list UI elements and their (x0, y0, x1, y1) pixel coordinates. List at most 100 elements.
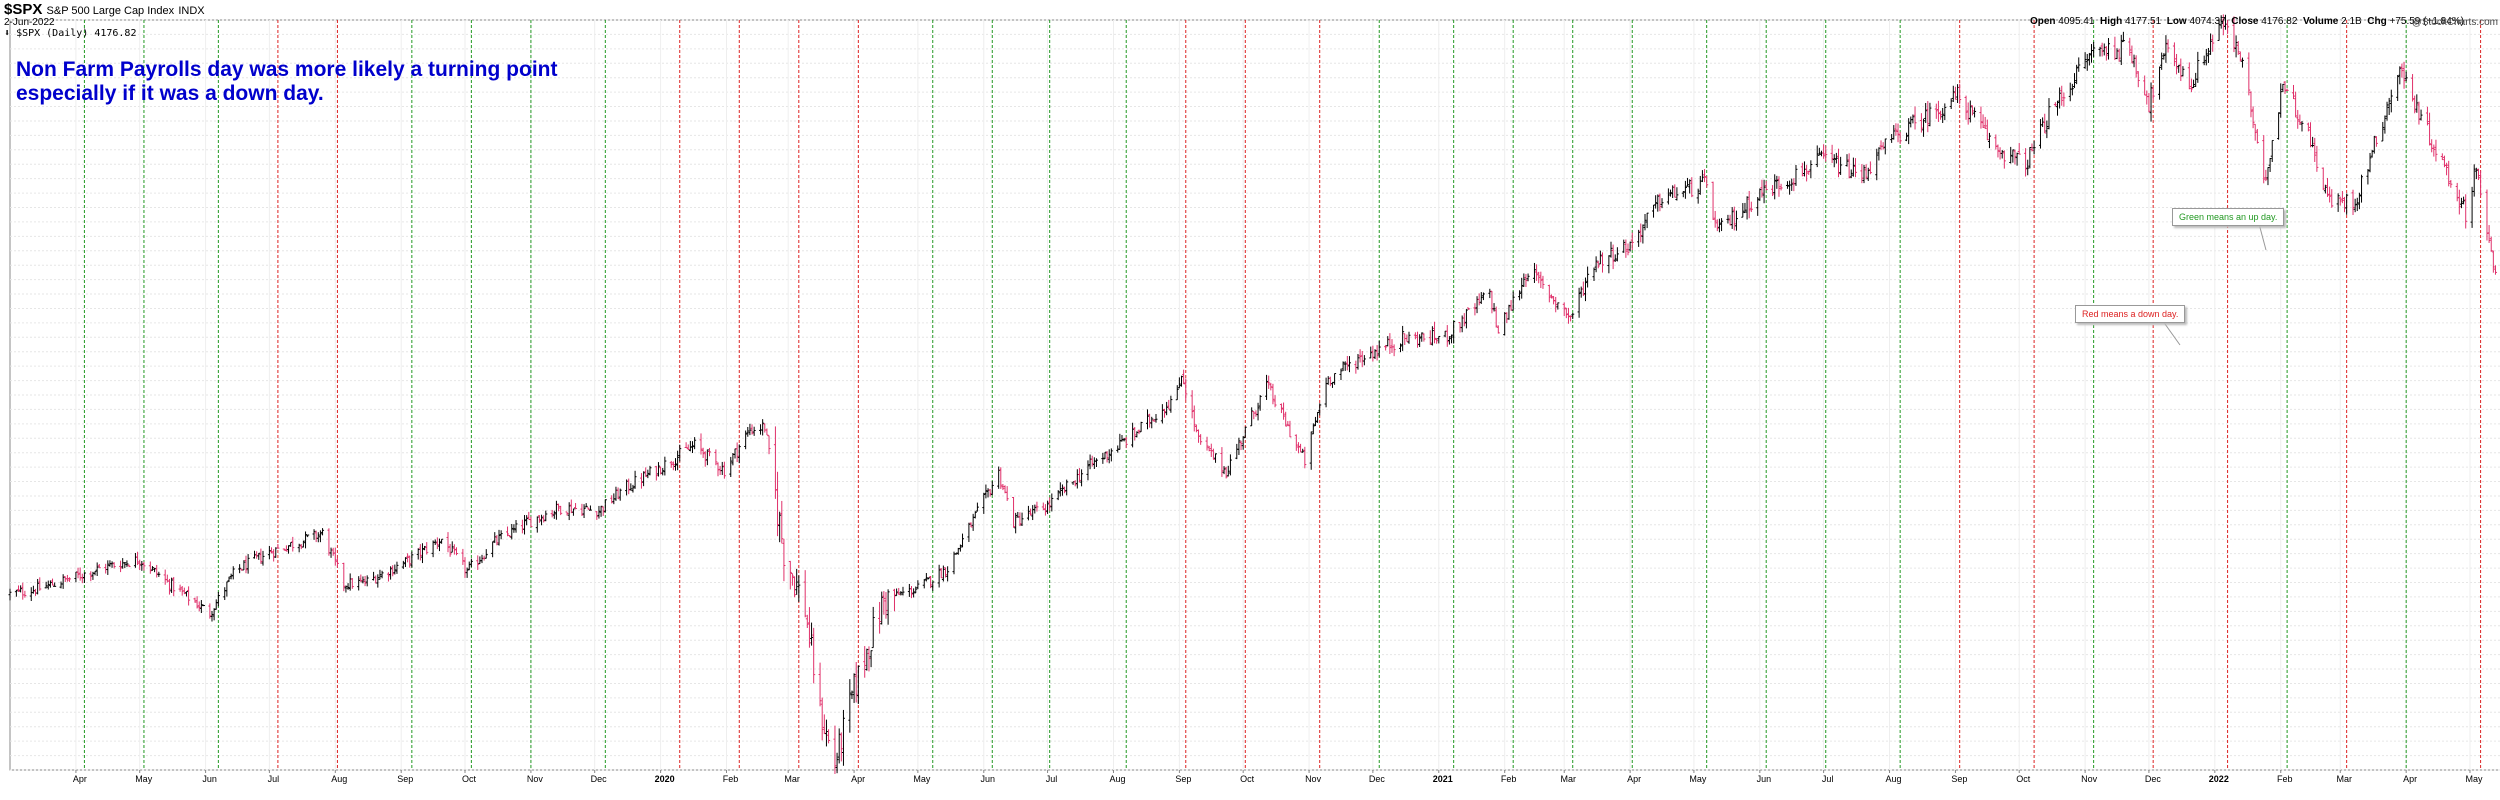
ohlc-bar (2102, 43, 2106, 56)
ohlc-bar (287, 545, 291, 554)
ohlc-bar (1524, 273, 1528, 287)
ohlc-bar (244, 555, 248, 574)
ohlc-bar (327, 528, 331, 556)
ohlc-bar (74, 571, 78, 583)
ohlc-bar (2043, 113, 2047, 134)
ohlc-bar (97, 564, 101, 569)
ohlc-bar (916, 580, 920, 590)
annotation-arrows (2150, 219, 2267, 346)
ohlc-bar (2396, 75, 2400, 102)
ohlc-bar (2030, 143, 2034, 152)
ohlc-bar (491, 541, 495, 558)
ohlc-bar (2160, 52, 2164, 70)
ohlc-bar (2457, 189, 2461, 215)
ohlc-bar (423, 545, 427, 551)
x-tick-label: Feb (1501, 774, 1517, 784)
ohlc-bar (1226, 465, 1230, 477)
ohlc-bar (136, 551, 140, 566)
ohlc-bar (1730, 207, 1734, 229)
ohlc-bar (2330, 189, 2334, 208)
ohlc-bar (1026, 505, 1030, 521)
ohlc-bar (2000, 150, 2004, 159)
ohlc-bar (2353, 198, 2357, 213)
ohlc-bar (931, 581, 935, 591)
ohlc-bar (1624, 239, 1628, 258)
ohlc-bar (793, 576, 797, 598)
ohlc-bar (1060, 484, 1064, 496)
ohlc-bar (937, 564, 941, 588)
ohlc-bar (223, 587, 227, 601)
ohlc-bar (157, 571, 161, 577)
ohlc-bar (837, 728, 841, 764)
ohlc-bar (1135, 431, 1139, 438)
ohlc-bar (1211, 448, 1215, 460)
ohlc-bar (1764, 180, 1768, 191)
ohlc-bar (450, 541, 454, 553)
ohlc-bar (1913, 106, 1917, 130)
ohlc-bar (907, 583, 911, 597)
ohlc-bar (897, 587, 901, 596)
ohlc-bar (1862, 164, 1866, 184)
ohlc-bar (284, 545, 288, 552)
ohlc-bar (172, 576, 176, 597)
ohlc-bar (1286, 421, 1290, 426)
ohlc-bar (1401, 325, 1405, 351)
ohlc-bar (557, 503, 561, 512)
ohlc-bar (1452, 320, 1456, 344)
ohlc-bar (508, 535, 512, 538)
ohlc-bar (1726, 214, 1730, 224)
ohlc-bar (1566, 307, 1570, 324)
ohlc-bar (2425, 106, 2429, 126)
ohlc-bar (467, 561, 471, 571)
ohlc-bar (2062, 92, 2066, 107)
ohlc-bar (841, 709, 845, 766)
ohlc-bar (899, 591, 903, 596)
ohlc-bar (748, 423, 752, 436)
ohlc-bar (2285, 88, 2289, 91)
ohlc-bar (603, 499, 607, 513)
ohlc-bar (316, 532, 320, 543)
ohlc-bar (616, 487, 620, 500)
ohlc-bar (880, 591, 884, 625)
ohlc-bar (722, 461, 726, 479)
ohlc-bar (2032, 140, 2036, 155)
ohlc-bar (582, 504, 586, 519)
ohlc-bar (1303, 446, 1307, 469)
ohlc-bar (827, 729, 831, 744)
ohlc-bar (2255, 128, 2259, 144)
ohlc-bar (1107, 449, 1111, 464)
x-tick-label: Jul (1046, 774, 1058, 784)
ohlc-bar (1556, 302, 1560, 310)
ohlc-bar (495, 535, 499, 546)
ohlc-bar (2398, 66, 2402, 85)
ohlc-bar (1235, 443, 1239, 460)
ohlc-bar (1539, 271, 1543, 289)
ohlc-bar (644, 467, 648, 478)
ohlc-bar (627, 478, 631, 495)
ohlc-bar (2389, 89, 2393, 113)
ohlc-bar (2336, 193, 2340, 212)
ohlc-bar (2166, 39, 2170, 53)
ohlc-bar (2311, 136, 2315, 148)
ohlc-bar (1639, 223, 1643, 243)
ohlc-bar (2474, 167, 2478, 180)
ohlc-bar (2253, 123, 2257, 141)
ohlc-bar (1184, 378, 1188, 401)
ohlc-bar (699, 433, 703, 455)
ohlc-bar (454, 547, 458, 556)
ohlc-bar (1964, 95, 1968, 120)
ohlc-bar (654, 465, 658, 481)
ohlc-bar (437, 538, 441, 552)
ohlc-bar (1669, 189, 1673, 197)
index-name: S&P 500 Large Cap Index (46, 5, 175, 17)
ohlc-bar (1462, 313, 1466, 327)
ohlc-bar (1163, 408, 1167, 418)
x-tick-label: Jul (1822, 774, 1834, 784)
ohlc-bar (342, 562, 346, 592)
ohlc-bar (2192, 79, 2196, 89)
ohlc-bar (1728, 214, 1732, 226)
ohlc-bar (2009, 146, 2013, 164)
ohlc-bar (869, 650, 873, 668)
ohlc-bar (1503, 312, 1507, 336)
ohlc-bar (119, 560, 123, 573)
